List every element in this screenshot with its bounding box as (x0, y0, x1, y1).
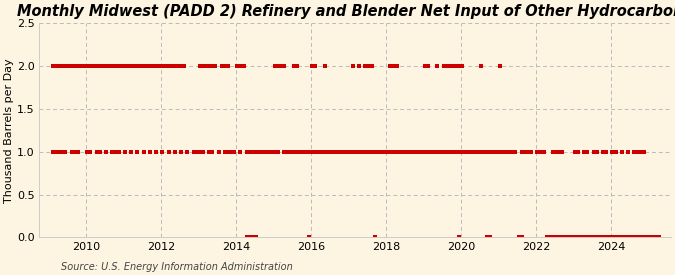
Title: Monthly Midwest (PADD 2) Refinery and Blender Net Input of Other Hydrocarbons: Monthly Midwest (PADD 2) Refinery and Bl… (18, 4, 675, 19)
Y-axis label: Thousand Barrels per Day: Thousand Barrels per Day (4, 58, 14, 203)
Text: Source: U.S. Energy Information Administration: Source: U.S. Energy Information Administ… (61, 262, 292, 272)
